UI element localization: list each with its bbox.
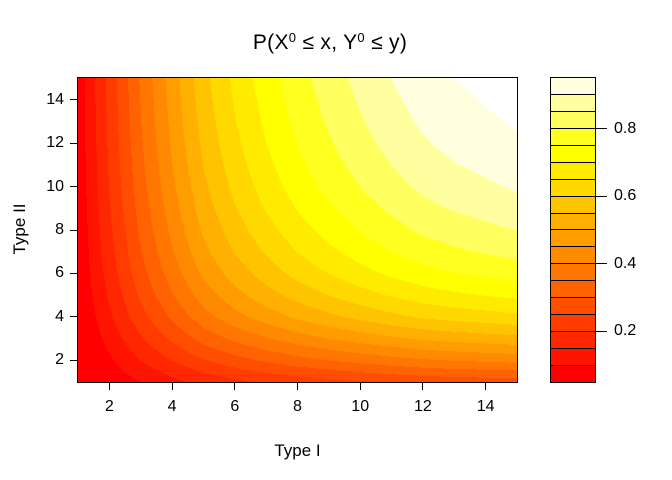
y-axis-label: Type II bbox=[10, 203, 29, 255]
legend-tick-mark bbox=[595, 195, 607, 197]
x-axis-label: Type I bbox=[274, 441, 321, 460]
legend-color-segment bbox=[551, 110, 595, 128]
legend-color-segment bbox=[551, 348, 595, 365]
legend-color-segment bbox=[551, 331, 595, 348]
legend-color-segment bbox=[551, 144, 595, 162]
plot-title: P(X0 ≤ x, Y0 ≤ y) bbox=[0, 30, 660, 55]
title-text: ≤ x, Y bbox=[296, 31, 358, 54]
x-tick-mark bbox=[108, 383, 110, 390]
title-superscript-y: 0 bbox=[357, 30, 365, 45]
legend-tick-label: 0.4 bbox=[614, 254, 637, 272]
x-tick-mark bbox=[359, 383, 361, 390]
y-tick-label: 4 bbox=[55, 307, 64, 325]
y-tick-mark bbox=[70, 142, 77, 144]
legend-color-segment bbox=[551, 263, 595, 281]
legend-color-segment bbox=[551, 127, 595, 145]
legend-color-segment bbox=[551, 178, 595, 196]
legend-tick-mark bbox=[595, 263, 607, 265]
x-tick-mark bbox=[485, 383, 487, 390]
x-tick-label: 12 bbox=[414, 398, 432, 415]
contour-heatmap-canvas bbox=[78, 78, 517, 382]
title-text: P(X bbox=[252, 31, 289, 54]
x-tick-mark bbox=[234, 383, 236, 390]
y-tick-label: 8 bbox=[55, 221, 64, 238]
legend-tick-mark bbox=[595, 330, 607, 332]
legend-color-segment bbox=[551, 297, 595, 315]
legend-tick-label: 0.2 bbox=[614, 322, 637, 340]
x-tick-label: 10 bbox=[351, 398, 370, 415]
x-tick-label: 8 bbox=[293, 398, 302, 415]
y-tick-mark bbox=[70, 272, 77, 274]
y-tick-label: 6 bbox=[55, 264, 64, 282]
y-tick-label: 14 bbox=[46, 90, 64, 108]
x-tick-mark bbox=[422, 383, 424, 390]
color-legend-bar bbox=[550, 77, 596, 383]
title-text: ≤ y) bbox=[364, 31, 408, 54]
legend-tick-label: 0.6 bbox=[614, 187, 637, 205]
legend-color-segment bbox=[551, 212, 595, 230]
y-tick-label: 12 bbox=[46, 134, 64, 152]
legend-color-segment bbox=[551, 195, 595, 213]
y-tick-mark bbox=[70, 316, 77, 318]
legend-color-segment bbox=[551, 78, 595, 94]
y-tick-label: 2 bbox=[55, 351, 64, 369]
x-tick-mark bbox=[297, 383, 298, 390]
legend-tick-mark bbox=[595, 128, 607, 130]
x-tick-label: 2 bbox=[104, 398, 114, 415]
legend-color-segment bbox=[551, 364, 595, 382]
legend-color-segment bbox=[551, 246, 595, 264]
legend-color-segment bbox=[551, 93, 595, 111]
y-tick-label: 10 bbox=[46, 177, 64, 195]
x-tick-label: 6 bbox=[230, 398, 240, 415]
plot-area bbox=[77, 77, 518, 383]
y-tick-mark bbox=[70, 359, 77, 361]
y-tick-mark bbox=[70, 186, 77, 188]
title-superscript-x: 0 bbox=[288, 30, 297, 45]
x-tick-label: 14 bbox=[476, 398, 495, 415]
legend-tick-label: 0.8 bbox=[614, 119, 637, 137]
y-tick-mark bbox=[70, 229, 77, 231]
legend-color-segment bbox=[551, 314, 595, 332]
x-tick-mark bbox=[171, 383, 173, 390]
legend-color-segment bbox=[551, 280, 595, 298]
y-tick-mark bbox=[70, 99, 77, 101]
x-tick-label: 4 bbox=[167, 398, 177, 415]
legend-color-segment bbox=[551, 161, 595, 179]
legend-color-segment bbox=[551, 229, 595, 247]
